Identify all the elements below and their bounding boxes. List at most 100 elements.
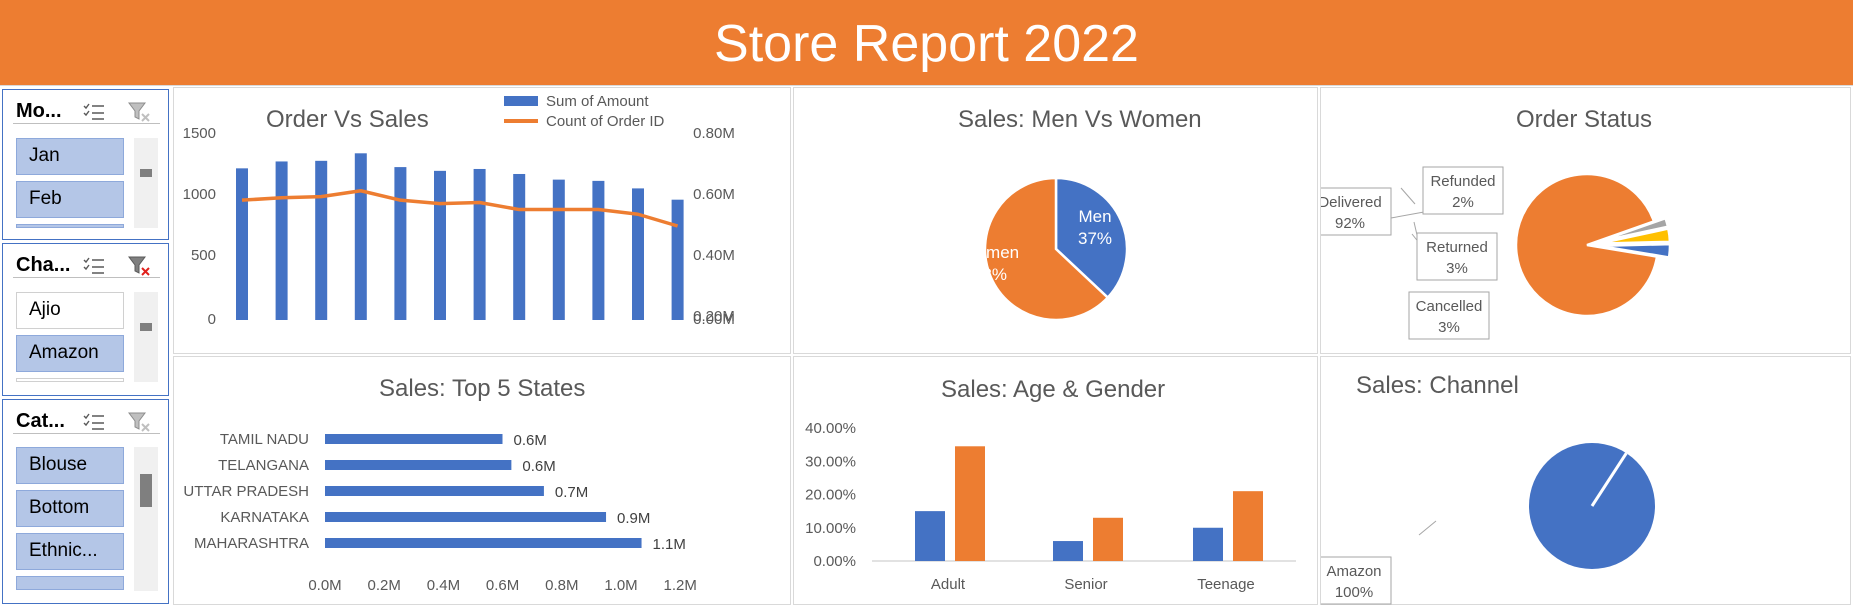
slice-label: Returned [1426,239,1488,256]
slice-label: Women [961,243,1019,262]
bar [915,511,945,561]
channel-panel[interactable]: Sales: Channel Amazon 100% [1320,356,1851,605]
slice-pct: 92% [1335,215,1365,232]
pie-slice [1598,242,1672,259]
bar [434,170,446,320]
data-label: 0.6M [514,432,547,449]
bar [632,188,644,320]
scroll-thumb[interactable] [140,474,152,507]
chart-title: Order Vs Sales [266,106,429,133]
bar [671,199,684,320]
multi-select-icon[interactable] [83,256,105,276]
slicer-item[interactable]: Blouse [16,447,124,484]
top-states-panel[interactable]: Sales: Top 5 States TAMIL NADU 0.6M TELANG… [173,356,791,605]
category-label: Senior [1064,576,1107,593]
multi-select-icon[interactable] [83,102,105,122]
bar [592,180,605,320]
clear-filter-icon[interactable] [127,410,153,434]
scroll-thumb[interactable] [140,169,152,177]
callout-box [1321,556,1392,605]
legend-label: Sum of Amount [546,93,649,110]
slicer-item-partial[interactable] [16,378,124,382]
category-label: Adult [931,576,966,593]
y-tick-label: 20.00% [805,487,856,504]
slicer-item[interactable]: Jan [16,138,124,175]
pie-slice [1054,176,1129,300]
bar [354,153,367,320]
x-tick-label: 0.6M [486,577,519,594]
data-label: 0.7M [555,484,588,501]
scroll-thumb[interactable] [140,323,152,331]
slicer-item[interactable]: Bottom [16,490,124,527]
slicer-month[interactable]: Mo... Jan Feb [2,89,169,240]
slicer-item-partial[interactable] [16,224,124,228]
slicer-title: Cha... [16,254,71,276]
bar [315,160,328,320]
bar [325,460,512,470]
pie-group [983,176,1129,322]
order-status-panel[interactable]: Order Status Refunded 2% Delivered 92% R… [1320,87,1851,354]
bar [275,161,288,320]
y2-tick-label: 0.80M [693,125,735,142]
slicer-item[interactable]: Feb [16,181,124,218]
order-vs-sales-chart: Sum of Amount Count of Order ID 1500 100… [183,93,735,328]
slice-pct: 2% [1452,194,1474,211]
slicer-scrollbar[interactable] [134,138,158,228]
order-vs-sales-panel[interactable]: Order Vs Sales Sum of Amount Count of Or… [173,87,791,354]
slice-label: Cancelled [1416,298,1483,315]
multi-select-icon[interactable] [83,412,105,432]
bar [955,446,985,561]
leader-line [1390,211,1425,219]
chart-title: Order Status [1516,106,1653,133]
slicer-channel[interactable]: Cha... Ajio Amazon [2,243,169,396]
slicer-scrollbar[interactable] [134,447,158,591]
slicer-item[interactable]: Ajio [16,292,124,329]
y-tick-label: 40.00% [805,420,856,437]
legend-swatch-bar [504,96,538,106]
category-label: TAMIL NADU [220,431,309,448]
x-tick-label: 0.8M [545,577,578,594]
clear-filter-icon[interactable] [127,254,153,278]
slicer-category[interactable]: Cat... Blouse Bottom Ethnic... [2,399,169,604]
bar [1193,527,1223,561]
x-tick-label: 0.4M [427,577,460,594]
pie-group [1529,443,1655,569]
bar [552,179,565,320]
top-states-bar-chart: TAMIL NADU 0.6M TELANGANA 0.6M UTTAR PRADESH… [183,431,697,594]
clear-filter-icon[interactable] [127,100,153,124]
report-banner: Store Report 2022 [0,0,1853,86]
pie-slice-edge [1590,452,1628,507]
y-tick-label: 1500 [183,125,216,142]
y-tick-label: 1000 [183,186,216,203]
slicer-item[interactable]: Amazon [16,335,124,372]
age-gender-panel[interactable]: Sales: Age & Gender 40.00% 30.00% 20.00% 10… [793,356,1318,605]
slicer-scrollbar[interactable] [134,292,158,382]
bar [394,167,407,320]
y-tick-label: 0 [208,311,216,328]
slice-label: Men [1078,207,1111,226]
sales-men-women-panel[interactable]: Sales: Men Vs Women Men 37% Women 63% [793,87,1318,354]
slicer-header: Cat... [13,406,160,434]
chart-title: Sales: Top 5 States [379,375,586,402]
category-label: Teenage [1197,576,1255,593]
category-label: KARNATAKA [220,509,309,526]
category-label: MAHARASHTRA [194,535,309,552]
data-label: 0.6M [522,458,555,475]
slice-label: Amazon [1326,563,1381,580]
y-tick-label: 500 [191,247,216,264]
slicer-item-partial[interactable] [16,576,124,590]
pie-slice [1598,227,1672,245]
y2-tick-label: 0.40M [693,247,735,264]
x-tick-label: 1.2M [664,577,697,594]
leader-line [1400,187,1416,205]
slicer-item[interactable]: Ethnic... [16,533,124,570]
bar [1093,517,1123,561]
y-tick-label: 10.00% [805,520,856,537]
slicer-title: Mo... [16,100,62,122]
slice-label: Refunded [1430,173,1495,190]
slicer-title: Cat... [16,410,65,432]
order-status-pie-chart: Refunded 2% Delivered 92% Returned 3% Ca… [1321,166,1672,340]
x-tick-label: 1.0M [604,577,637,594]
y2-tick-label: 0.00M [693,311,735,328]
slice-pct: 37% [1078,229,1112,248]
